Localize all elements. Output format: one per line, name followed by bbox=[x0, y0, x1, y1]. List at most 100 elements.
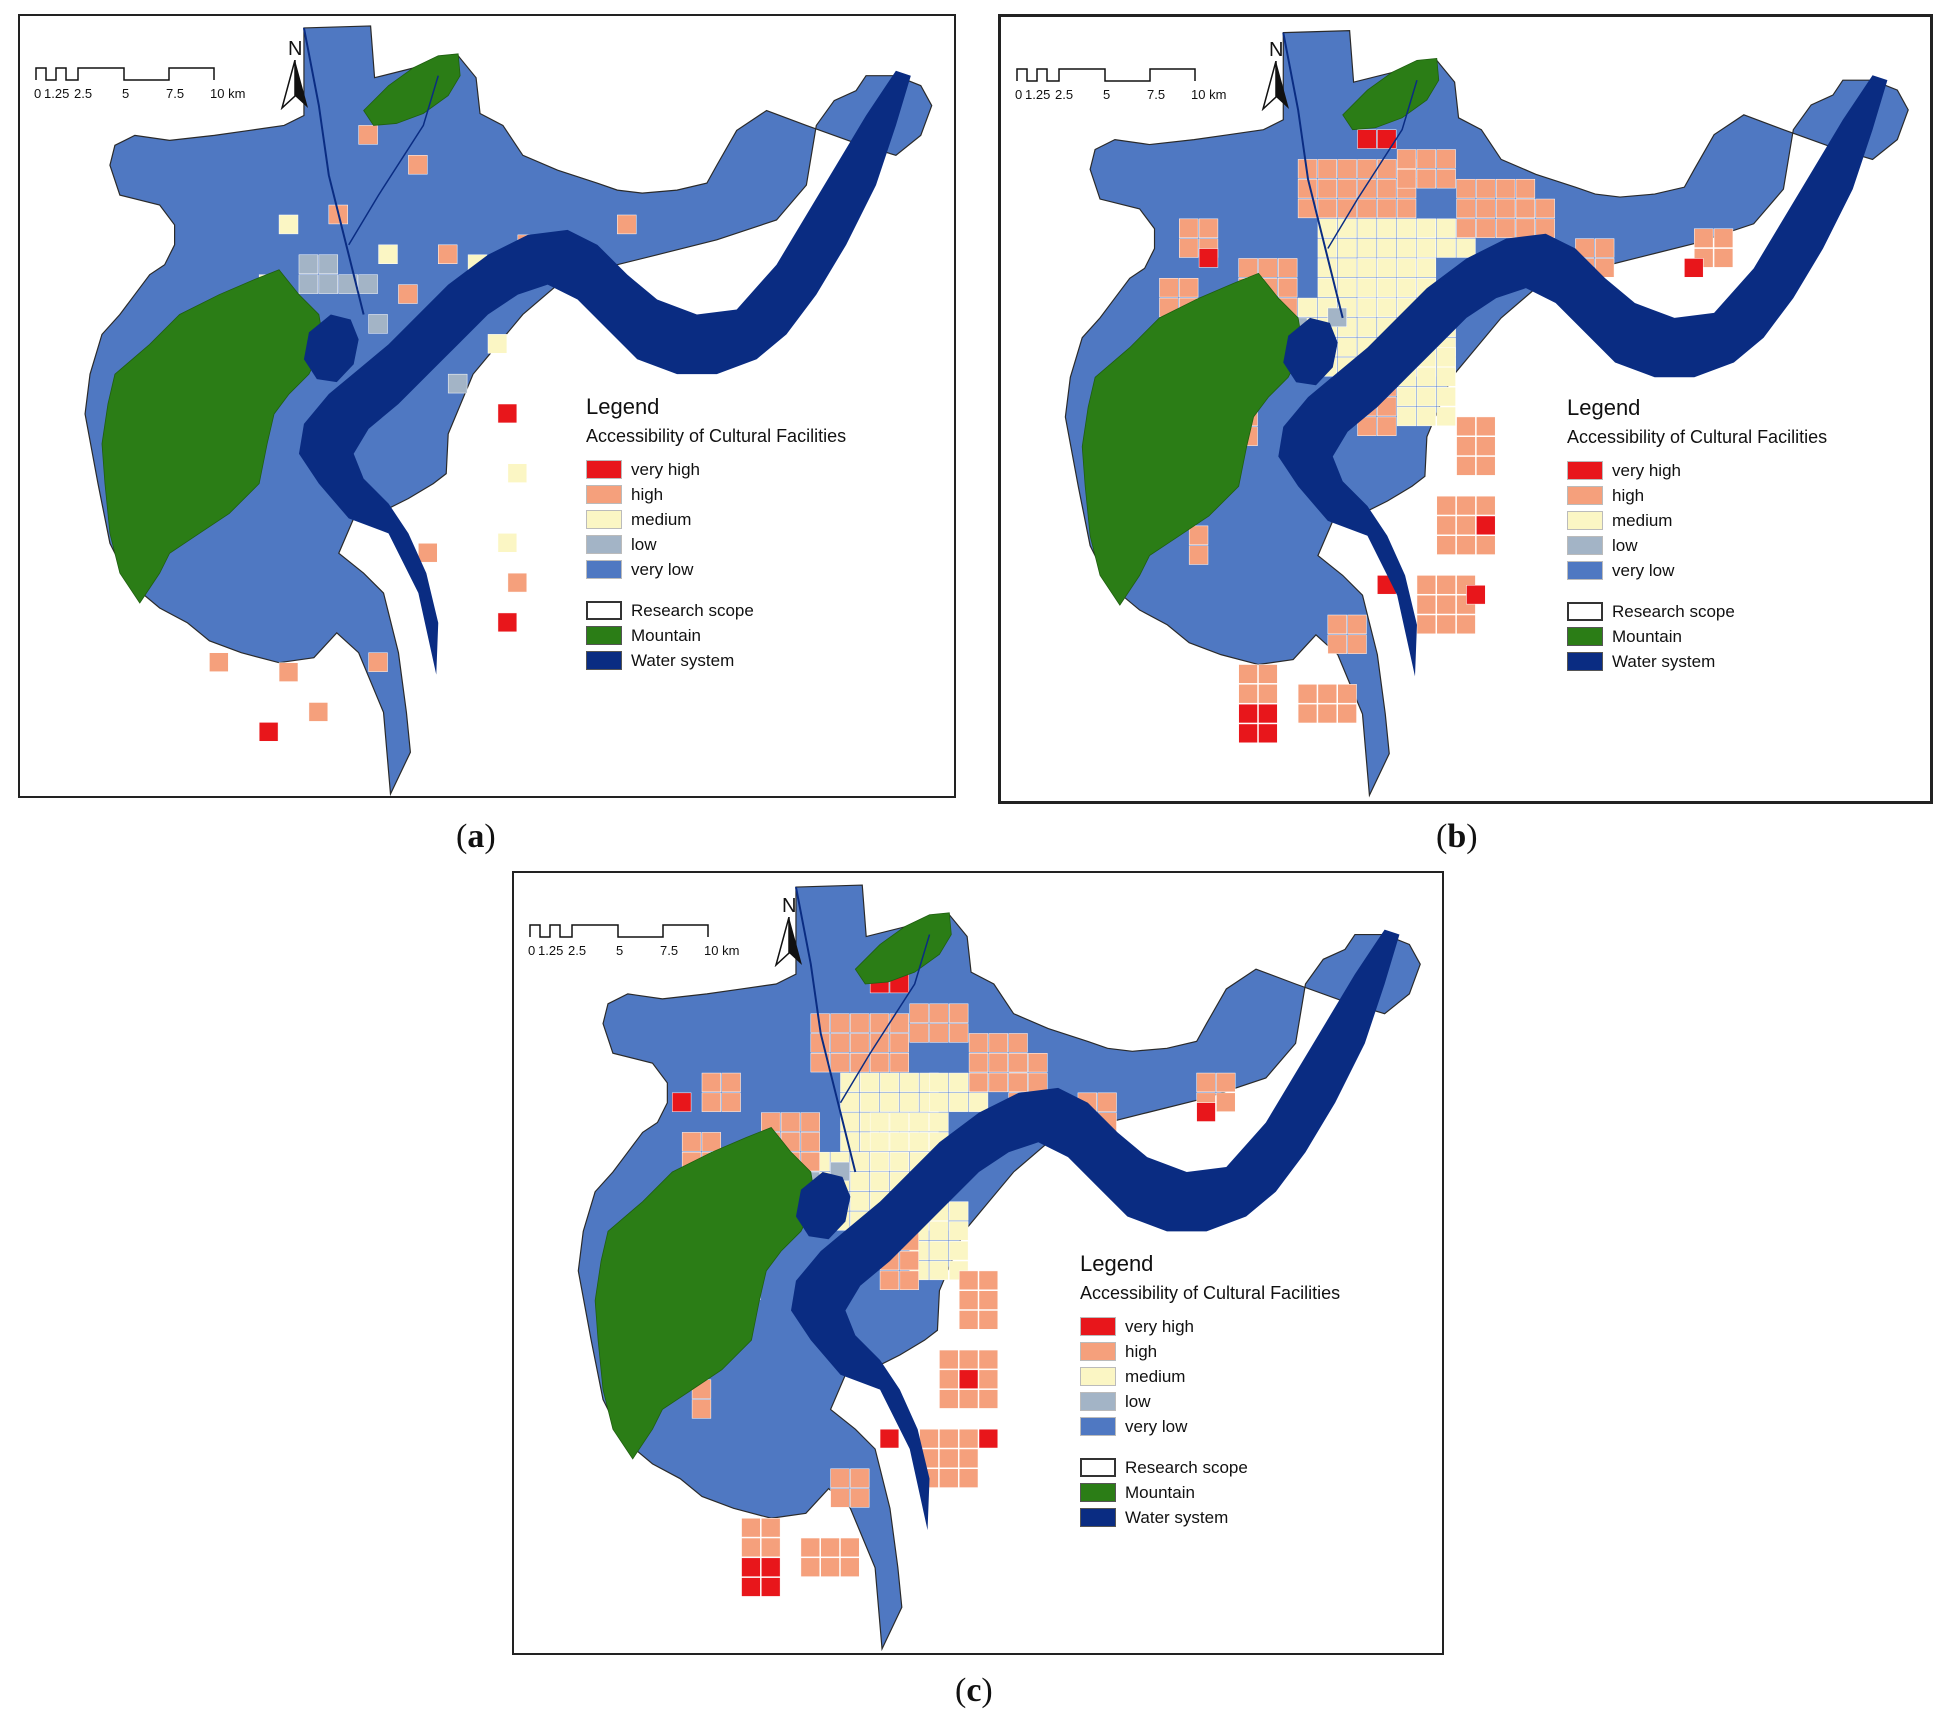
grid-cell-medium bbox=[929, 1092, 949, 1112]
grid-cell-high bbox=[721, 1092, 741, 1112]
grid-cell-medium bbox=[1337, 337, 1357, 357]
grid-cell-medium bbox=[889, 1151, 909, 1172]
scale-bar-line bbox=[1016, 68, 1196, 82]
grid-cell-medium bbox=[378, 244, 398, 264]
grid-cell-high bbox=[988, 1053, 1008, 1073]
scale-label: 0 bbox=[34, 86, 42, 101]
legend-item: low bbox=[1567, 533, 1887, 558]
stream bbox=[839, 934, 931, 1104]
river bbox=[1278, 75, 1888, 677]
grid-cell-very-high bbox=[761, 1557, 781, 1577]
grid-cell-high bbox=[1436, 169, 1456, 189]
grid-cell-high bbox=[929, 1003, 949, 1023]
grid-cell-high bbox=[1327, 614, 1347, 635]
panel-label-b: (b) bbox=[1436, 818, 1478, 855]
grid-cell-high bbox=[810, 1033, 830, 1053]
north-arrow-graphic bbox=[1261, 61, 1289, 111]
grid-cell-high bbox=[1396, 198, 1417, 219]
legend-subtitle: Accessibility of Cultural Facilities bbox=[1080, 1283, 1341, 1303]
grid-cell-high bbox=[840, 1537, 860, 1558]
grid-cell-high bbox=[988, 1072, 1008, 1093]
grid-cell-low bbox=[447, 373, 468, 394]
legend-item: medium bbox=[1567, 508, 1887, 533]
grid-cell-high bbox=[1317, 159, 1337, 179]
grid-cell-high bbox=[1713, 248, 1734, 268]
grid-cell-high bbox=[1396, 149, 1417, 169]
grid-cell-medium bbox=[1436, 406, 1456, 427]
grid-cell-medium bbox=[487, 334, 508, 354]
grid-cell-medium bbox=[899, 1092, 919, 1112]
legend-swatch bbox=[586, 626, 622, 645]
grid-cell-high bbox=[1436, 495, 1456, 516]
north-arrow-right bbox=[1276, 61, 1289, 109]
grid-cell-high bbox=[1377, 198, 1397, 219]
grid-cell-high bbox=[1575, 238, 1595, 258]
grid-cell-high bbox=[1377, 178, 1397, 199]
grid-cell-medium bbox=[1377, 297, 1397, 318]
grid-cell-low bbox=[318, 274, 339, 294]
grid-cell-high bbox=[1357, 198, 1377, 219]
map-panel-b: 0 1.25 2.5 5 7.5 10 km N Legend Accessibility … bbox=[998, 14, 1933, 804]
legend-item: high bbox=[1080, 1339, 1400, 1364]
grid-cell-medium bbox=[850, 1151, 870, 1172]
grid-cell-high bbox=[741, 1518, 761, 1538]
grid-cell-medium bbox=[1396, 218, 1417, 238]
grid-cell-low bbox=[368, 314, 388, 334]
grid-cell-high bbox=[978, 1310, 999, 1330]
grid-cell-medium bbox=[929, 1221, 949, 1241]
grid-cell-high bbox=[850, 1013, 870, 1033]
legend-item: low bbox=[586, 532, 906, 557]
mountain-area bbox=[101, 269, 325, 604]
grid-cell-medium bbox=[1377, 258, 1397, 278]
grid-cell-high bbox=[398, 284, 418, 304]
grid-cell-high bbox=[209, 652, 229, 672]
legend-swatch bbox=[1080, 1508, 1116, 1527]
north-arrow-icon: N bbox=[1259, 39, 1293, 111]
grid-cell-high bbox=[1377, 159, 1397, 179]
legend-swatch bbox=[1567, 461, 1603, 480]
scale-label: 5 bbox=[616, 943, 624, 958]
grid-cell-high bbox=[1317, 703, 1337, 724]
grid-cell-high bbox=[1337, 703, 1357, 724]
grid-cell-high bbox=[1436, 594, 1456, 615]
stream bbox=[348, 75, 439, 246]
legend-item: Water system bbox=[1567, 649, 1887, 674]
grid-cell-medium bbox=[1317, 278, 1337, 298]
grid-cell-medium bbox=[1416, 258, 1437, 278]
grid-cell-high bbox=[1476, 495, 1496, 516]
grid-cell-high bbox=[909, 1003, 929, 1023]
grid-cell-high bbox=[368, 652, 388, 672]
north-arrow-graphic bbox=[774, 917, 802, 967]
grid-cell-high bbox=[1216, 1092, 1236, 1112]
grid-cell-high bbox=[830, 1013, 850, 1033]
grid-cell-high bbox=[939, 1369, 959, 1389]
grid-cell-medium bbox=[889, 1112, 909, 1132]
scale-label: 0 bbox=[528, 943, 536, 958]
legend-label: very low bbox=[1612, 560, 1675, 580]
grid-cell-high bbox=[958, 1448, 979, 1469]
scale-label: 5 bbox=[122, 86, 130, 101]
legend-label: very low bbox=[631, 559, 694, 579]
grid-cell-medium bbox=[1396, 278, 1417, 298]
legend-item: very low bbox=[1080, 1414, 1400, 1439]
grid-cell-high bbox=[1216, 1072, 1236, 1093]
scale-label: 10 km bbox=[1191, 87, 1227, 102]
grid-cell-very-high bbox=[1198, 248, 1219, 268]
grid-cell-high bbox=[919, 1428, 939, 1449]
grid-cell-high bbox=[958, 1468, 979, 1488]
map-canvas bbox=[514, 875, 1442, 1652]
legend-item: low bbox=[1080, 1389, 1400, 1414]
grid-cell-high bbox=[1317, 684, 1337, 704]
legend-swatch bbox=[586, 651, 622, 670]
scale-bar-graphic bbox=[529, 924, 709, 938]
grid-cell-medium bbox=[1396, 238, 1417, 258]
grid-cell-medium bbox=[840, 1112, 860, 1132]
grid-cell-medium bbox=[1377, 238, 1397, 258]
grid-cell-medium bbox=[949, 1221, 969, 1241]
grid-cell-medium bbox=[1416, 238, 1437, 258]
legend-label: medium bbox=[1612, 510, 1673, 530]
legend-swatch bbox=[586, 510, 622, 529]
legend-item: Research scope bbox=[586, 598, 906, 623]
grid-cell-high bbox=[761, 1518, 781, 1538]
grid-cell-high bbox=[1097, 1092, 1117, 1112]
